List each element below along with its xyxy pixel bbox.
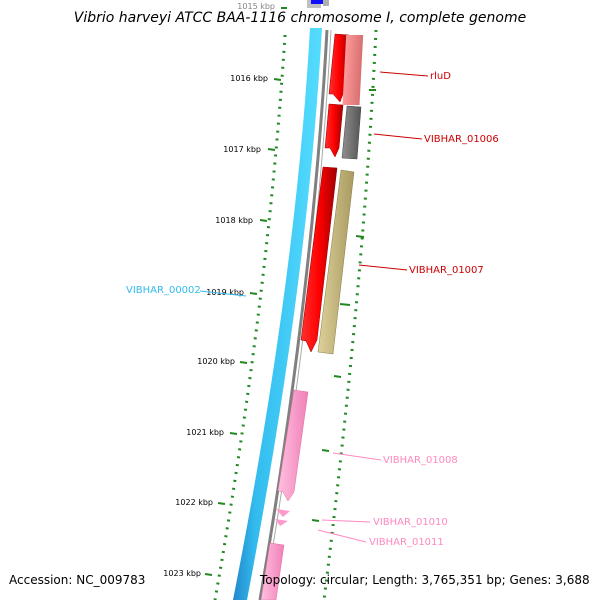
leader-01008 — [332, 452, 382, 461]
leader-00002 — [199, 290, 247, 297]
kbp-label-1015: 1015 kbp — [237, 2, 275, 11]
gene-label-01006: VIBHAR_01006 — [424, 134, 499, 145]
genome-stats-text: Topology: circular; Length: 3,765,351 bp… — [260, 573, 590, 587]
kbp-label-1023: 1023 kbp — [163, 569, 201, 578]
kbp-ticks — [204, 7, 287, 576]
feature-salmon — [342, 35, 364, 105]
kbp-label-1020: 1020 kbp — [197, 357, 235, 366]
accession-text: Accession: NC_009783 — [9, 573, 146, 587]
leader-01010 — [321, 519, 371, 523]
leader-01006 — [373, 133, 423, 140]
cds-arrow-01006 — [324, 103, 344, 158]
kbp-label-1016: 1016 kbp — [230, 74, 268, 83]
gene-label-00002: VIBHAR_00002 — [126, 285, 201, 296]
kbp-label-1021: 1021 kbp — [186, 428, 224, 437]
map-title: Vibrio harveyi ATCC BAA-1116 chromosome … — [74, 10, 526, 26]
contig-band — [233, 28, 322, 600]
cds-arrow-01011 — [275, 519, 288, 526]
gene-label-01011: VIBHAR_01011 — [369, 537, 444, 548]
cds-arrow-bottom — [260, 542, 285, 600]
leader-01011 — [317, 529, 367, 543]
gene-label-01010: VIBHAR_01010 — [373, 517, 448, 528]
kbp-label-1019: 1019 kbp — [206, 288, 244, 297]
backbone-line — [258, 29, 329, 600]
feature-olive — [317, 169, 355, 355]
gene-label-01008: VIBHAR_01008 — [383, 455, 458, 466]
gene-label-01007: VIBHAR_01007 — [409, 265, 484, 276]
cds-arrow-01007 — [300, 166, 338, 353]
cds-arrow-01008 — [277, 389, 309, 502]
gene-label-rluD: rluD — [430, 71, 451, 82]
top-blue-feature — [311, 0, 323, 4]
gc-content-marks — [311, 89, 376, 522]
cds-arrow-01010 — [276, 509, 290, 517]
leader-rluD — [379, 71, 429, 77]
feature-gray — [341, 105, 362, 160]
kbp-label-1018: 1018 kbp — [215, 216, 253, 225]
kbp-label-1017: 1017 kbp — [223, 145, 261, 154]
top-gray-feature-2 — [323, 0, 329, 6]
leader-01007 — [358, 264, 408, 271]
kbp-label-1022: 1022 kbp — [175, 498, 213, 507]
